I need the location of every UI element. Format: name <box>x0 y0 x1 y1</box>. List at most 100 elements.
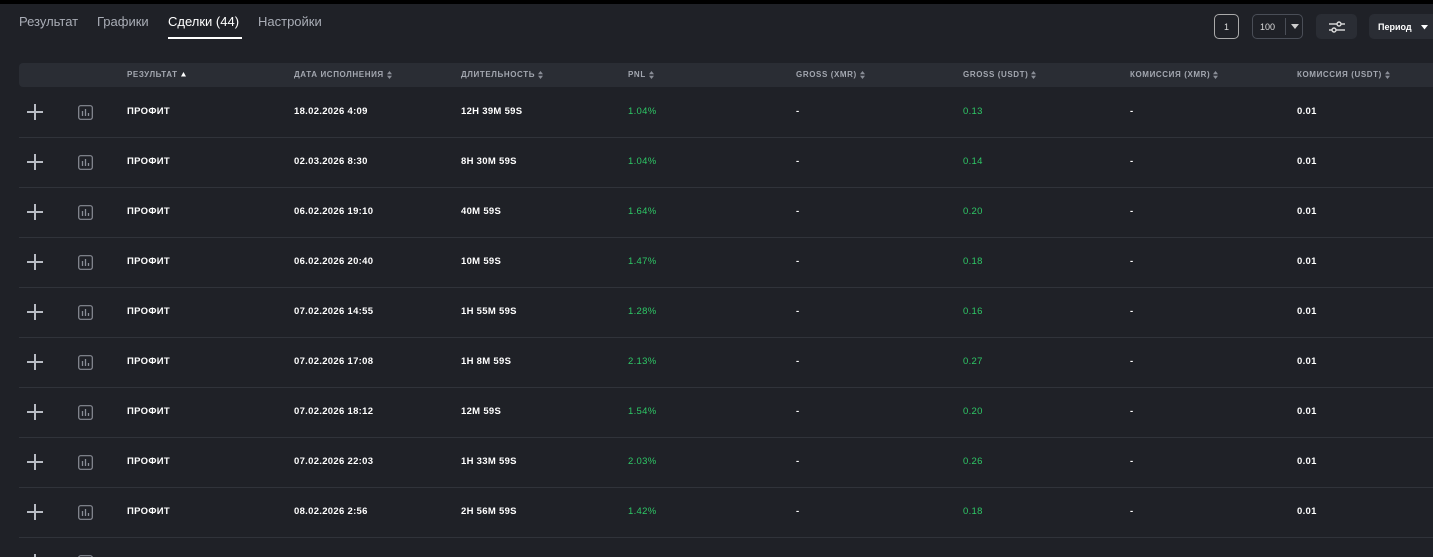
tab-settings[interactable]: Настройки <box>258 14 322 29</box>
cell: - <box>796 106 800 117</box>
page-button[interactable]: 1 <box>1214 14 1239 39</box>
expand-button[interactable] <box>27 354 43 370</box>
sort-icon <box>1384 70 1390 79</box>
row-separator <box>19 237 1433 238</box>
column-header[interactable]: РЕЗУЛЬТАТ <box>127 70 186 79</box>
cell: - <box>1130 306 1134 317</box>
cell: 18.02.2026 4:09 <box>294 106 368 117</box>
tab-result[interactable]: Результат <box>19 14 79 29</box>
column-title: GROSS (XMR) <box>796 70 857 79</box>
cell: - <box>796 506 800 517</box>
plus-icon <box>27 304 43 320</box>
column-header[interactable]: GROSS (USDT) <box>963 70 1037 79</box>
chart-icon <box>78 555 93 557</box>
column-header[interactable]: ДАТА ИСПОЛНЕНИЯ <box>294 70 392 79</box>
sort-icon <box>648 70 654 79</box>
cell: - <box>796 356 800 367</box>
expand-button[interactable] <box>27 154 43 170</box>
chart-icon <box>78 105 93 120</box>
expand-button[interactable] <box>27 454 43 470</box>
expand-button[interactable] <box>27 504 43 520</box>
plus-icon <box>27 104 43 120</box>
cell: 1H 8M 59S <box>461 356 512 367</box>
row-separator <box>19 137 1433 138</box>
active-tab-underline <box>168 37 242 39</box>
expand-button[interactable] <box>27 404 43 420</box>
column-title: PNL <box>628 70 646 79</box>
cell: 0.01 <box>1297 156 1317 167</box>
page-size-select[interactable]: 100 <box>1252 14 1303 39</box>
sort-icon <box>538 70 544 79</box>
cell: - <box>796 206 800 217</box>
cell: - <box>1130 106 1134 117</box>
row-separator <box>19 487 1433 488</box>
cell: 1.47% <box>628 256 657 267</box>
chart-button[interactable] <box>78 105 93 120</box>
chart-button[interactable] <box>78 205 93 220</box>
chart-icon <box>78 255 93 270</box>
cell: 0.20 <box>963 206 983 217</box>
column-title: ДАТА ИСПОЛНЕНИЯ <box>294 70 384 79</box>
chart-button[interactable] <box>78 355 93 370</box>
sort-asc-icon <box>180 72 186 77</box>
cell: 1H 55M 59S <box>461 306 517 317</box>
cell: - <box>1130 256 1134 267</box>
cell: - <box>796 256 800 267</box>
cell: 0.01 <box>1297 506 1317 517</box>
chart-icon <box>78 305 93 320</box>
cell: 2.13% <box>628 356 657 367</box>
dropdown-arrow <box>1421 25 1428 30</box>
column-header[interactable]: КОМИССИЯ (USDT) <box>1297 70 1390 79</box>
tab-charts[interactable]: Графики <box>97 14 149 29</box>
chart-button[interactable] <box>78 255 93 270</box>
row-separator <box>19 187 1433 188</box>
chart-button[interactable] <box>78 405 93 420</box>
cell: 10M 59S <box>461 256 502 267</box>
chart-button[interactable] <box>78 305 93 320</box>
column-header[interactable]: КОМИССИЯ (XMR) <box>1130 70 1219 79</box>
chart-button[interactable] <box>78 505 93 520</box>
chart-button[interactable] <box>78 455 93 470</box>
column-title: GROSS (USDT) <box>963 70 1029 79</box>
cell: 06.02.2026 20:40 <box>294 256 374 267</box>
column-header[interactable]: PNL <box>628 70 654 79</box>
chart-button[interactable] <box>78 555 93 557</box>
cell: - <box>796 156 800 167</box>
cell: 1.54% <box>628 406 657 417</box>
sort-icon <box>1031 70 1037 79</box>
chart-button[interactable] <box>78 155 93 170</box>
cell: 07.02.2026 14:55 <box>294 306 374 317</box>
cell: ПРОФИТ <box>127 156 170 167</box>
column-title: РЕЗУЛЬТАТ <box>127 70 178 79</box>
chart-icon <box>78 155 93 170</box>
row-separator <box>19 337 1433 338</box>
plus-icon <box>27 404 43 420</box>
column-header[interactable]: ДЛИТЕЛЬНОСТЬ <box>461 70 544 79</box>
row-separator <box>19 437 1433 438</box>
filter-button[interactable] <box>1316 14 1357 39</box>
column-header[interactable]: GROSS (XMR) <box>796 70 865 79</box>
expand-button[interactable] <box>27 304 43 320</box>
cell: 0.18 <box>963 256 983 267</box>
tab-trades[interactable]: Сделки (44) <box>168 14 240 29</box>
expand-button[interactable] <box>27 254 43 270</box>
sort-icon <box>1213 70 1219 79</box>
cell: - <box>1130 456 1134 467</box>
chart-icon <box>78 505 93 520</box>
cell: 0.26 <box>963 456 983 467</box>
chart-icon <box>78 205 93 220</box>
plus-icon <box>27 504 43 520</box>
period-select[interactable]: Период <box>1369 14 1433 39</box>
cell: 06.02.2026 19:10 <box>294 206 374 217</box>
expand-button[interactable] <box>27 204 43 220</box>
cell: - <box>796 456 800 467</box>
expand-button[interactable] <box>27 104 43 120</box>
cell: 0.27 <box>963 356 983 367</box>
chart-icon <box>78 405 93 420</box>
cell: - <box>796 306 800 317</box>
cell: 12M 59S <box>461 406 502 417</box>
cell: 0.01 <box>1297 456 1317 467</box>
cell: - <box>1130 506 1134 517</box>
cell: 8H 30M 59S <box>461 156 517 167</box>
